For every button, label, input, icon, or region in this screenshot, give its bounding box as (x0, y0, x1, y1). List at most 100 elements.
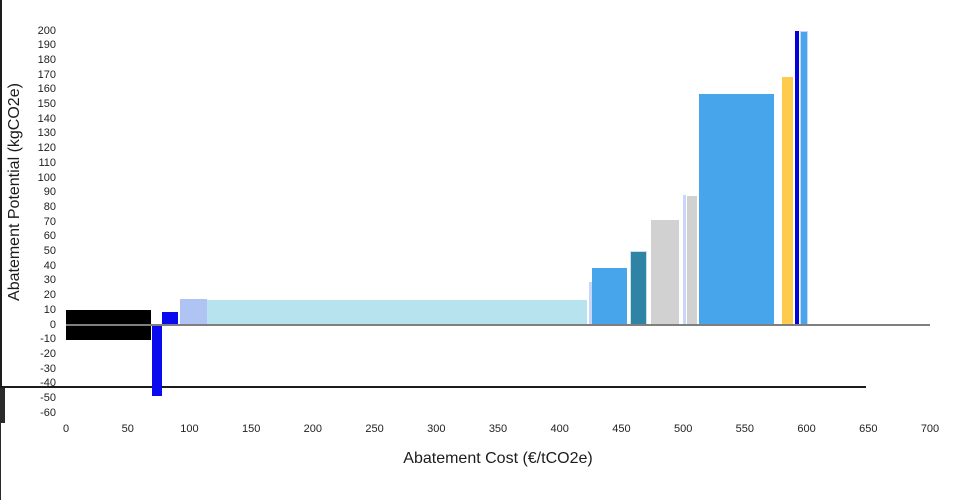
y-tick (0, 401, 6, 404)
bar (799, 31, 809, 325)
x-axis-title: Abatement Cost (€/tCO2e) (403, 450, 593, 467)
y-tick (0, 414, 6, 417)
y-tick (0, 412, 6, 414)
x-tick-label: 550 (735, 423, 755, 436)
x-tick (0, 481, 2, 488)
x-tick-label: 250 (365, 423, 384, 436)
y-tick-label: 160 (37, 83, 56, 96)
y-tick (0, 416, 6, 418)
y-tick-label: 10 (43, 303, 56, 316)
bar (206, 300, 588, 325)
x-tick (0, 465, 2, 472)
y-tick-label: 130 (37, 127, 56, 140)
y-tick (0, 391, 6, 393)
y-tick-label: 60 (43, 230, 56, 243)
axes-layer: 200 190 180 170 160 150 140 130 120 110 100 90 80 70 6… (0, 0, 939, 500)
y-tick (0, 388, 6, 391)
x-tick (0, 460, 2, 466)
x-tick-label: 100 (180, 423, 199, 436)
y-tick (0, 410, 6, 413)
bar (683, 194, 686, 325)
x-tick (0, 449, 2, 455)
x-tick-label: 500 (673, 423, 693, 436)
x-tick-label: 0 (62, 423, 70, 436)
y-tick (0, 399, 6, 401)
y-tick (0, 400, 6, 402)
y-tick (0, 387, 6, 389)
y-tick (0, 394, 6, 396)
y-tick-label: 150 (37, 98, 56, 110)
bar (630, 250, 647, 325)
y-tick-label: 190 (37, 39, 56, 52)
y-tick-label: 120 (37, 142, 56, 155)
bar (698, 94, 774, 325)
x-tick-label: 650 (859, 423, 878, 436)
y-tick-label: -20 (40, 347, 56, 360)
y-tick (0, 407, 6, 409)
y-tick (0, 396, 6, 398)
y-tick-label: -40 (40, 377, 56, 390)
bar (781, 77, 793, 325)
x-tick-label: 150 (241, 423, 261, 436)
y-tick (0, 421, 6, 423)
y-tick-label: 170 (37, 68, 56, 81)
y-tick (0, 404, 6, 406)
bar (686, 195, 697, 325)
x-tick (0, 487, 2, 493)
x-tick-label: 400 (550, 423, 569, 436)
x-tick (0, 454, 2, 461)
x-tick-label: 300 (427, 423, 446, 436)
x-tick-label: 200 (303, 423, 323, 436)
bar (161, 311, 178, 325)
y-tick-label: 20 (43, 289, 56, 302)
bar (651, 219, 680, 325)
bar (589, 281, 592, 325)
y-tick (0, 417, 6, 419)
y-tick-label: 100 (37, 171, 56, 184)
x-tick (0, 471, 2, 477)
x-tick-label: 700 (920, 423, 940, 436)
x-tick (0, 492, 2, 499)
x-tick-label: 450 (612, 423, 631, 436)
y-tick-label: 50 (43, 245, 56, 257)
x-tick (0, 498, 2, 500)
y-tick-label: 70 (43, 215, 56, 228)
y-tick-label: -60 (40, 406, 56, 419)
x-tick (0, 433, 2, 439)
y-tick-label: 110 (38, 156, 56, 169)
y-tick (0, 405, 6, 408)
y-tick (0, 390, 6, 392)
bar (795, 31, 799, 325)
y-tick (0, 409, 6, 411)
y-tick (0, 403, 6, 405)
y-tick-label: 40 (43, 259, 56, 272)
y-tick-label: 80 (43, 200, 56, 213)
y-tick (0, 420, 6, 422)
y-tick-label: 180 (37, 53, 56, 66)
y-tick-label: -10 (40, 333, 56, 346)
x-tick-label: 600 (797, 423, 816, 436)
y-tick (0, 392, 6, 395)
y-tick-label: 90 (43, 186, 56, 199)
x-tick (0, 438, 2, 445)
x-tick (0, 428, 2, 434)
y-tick-label: 30 (43, 274, 56, 287)
y-tick (0, 395, 6, 397)
y-tick (0, 397, 6, 400)
y-tick-label: -50 (40, 392, 56, 404)
x-axis-line (0, 386, 866, 388)
x-tick (0, 444, 2, 450)
y-tick (0, 413, 6, 415)
y-tick-label: 200 (37, 24, 56, 37)
bar (179, 299, 207, 325)
y-axis-line (0, 0, 2, 386)
y-tick-label: 140 (37, 112, 56, 125)
y-tick (0, 418, 6, 421)
x-tick (0, 476, 2, 482)
bar (152, 325, 162, 396)
x-tick-label: 50 (121, 423, 134, 436)
y-tick-label: 0 (49, 318, 56, 331)
x-tick (0, 422, 2, 428)
zero-baseline (65, 324, 930, 326)
